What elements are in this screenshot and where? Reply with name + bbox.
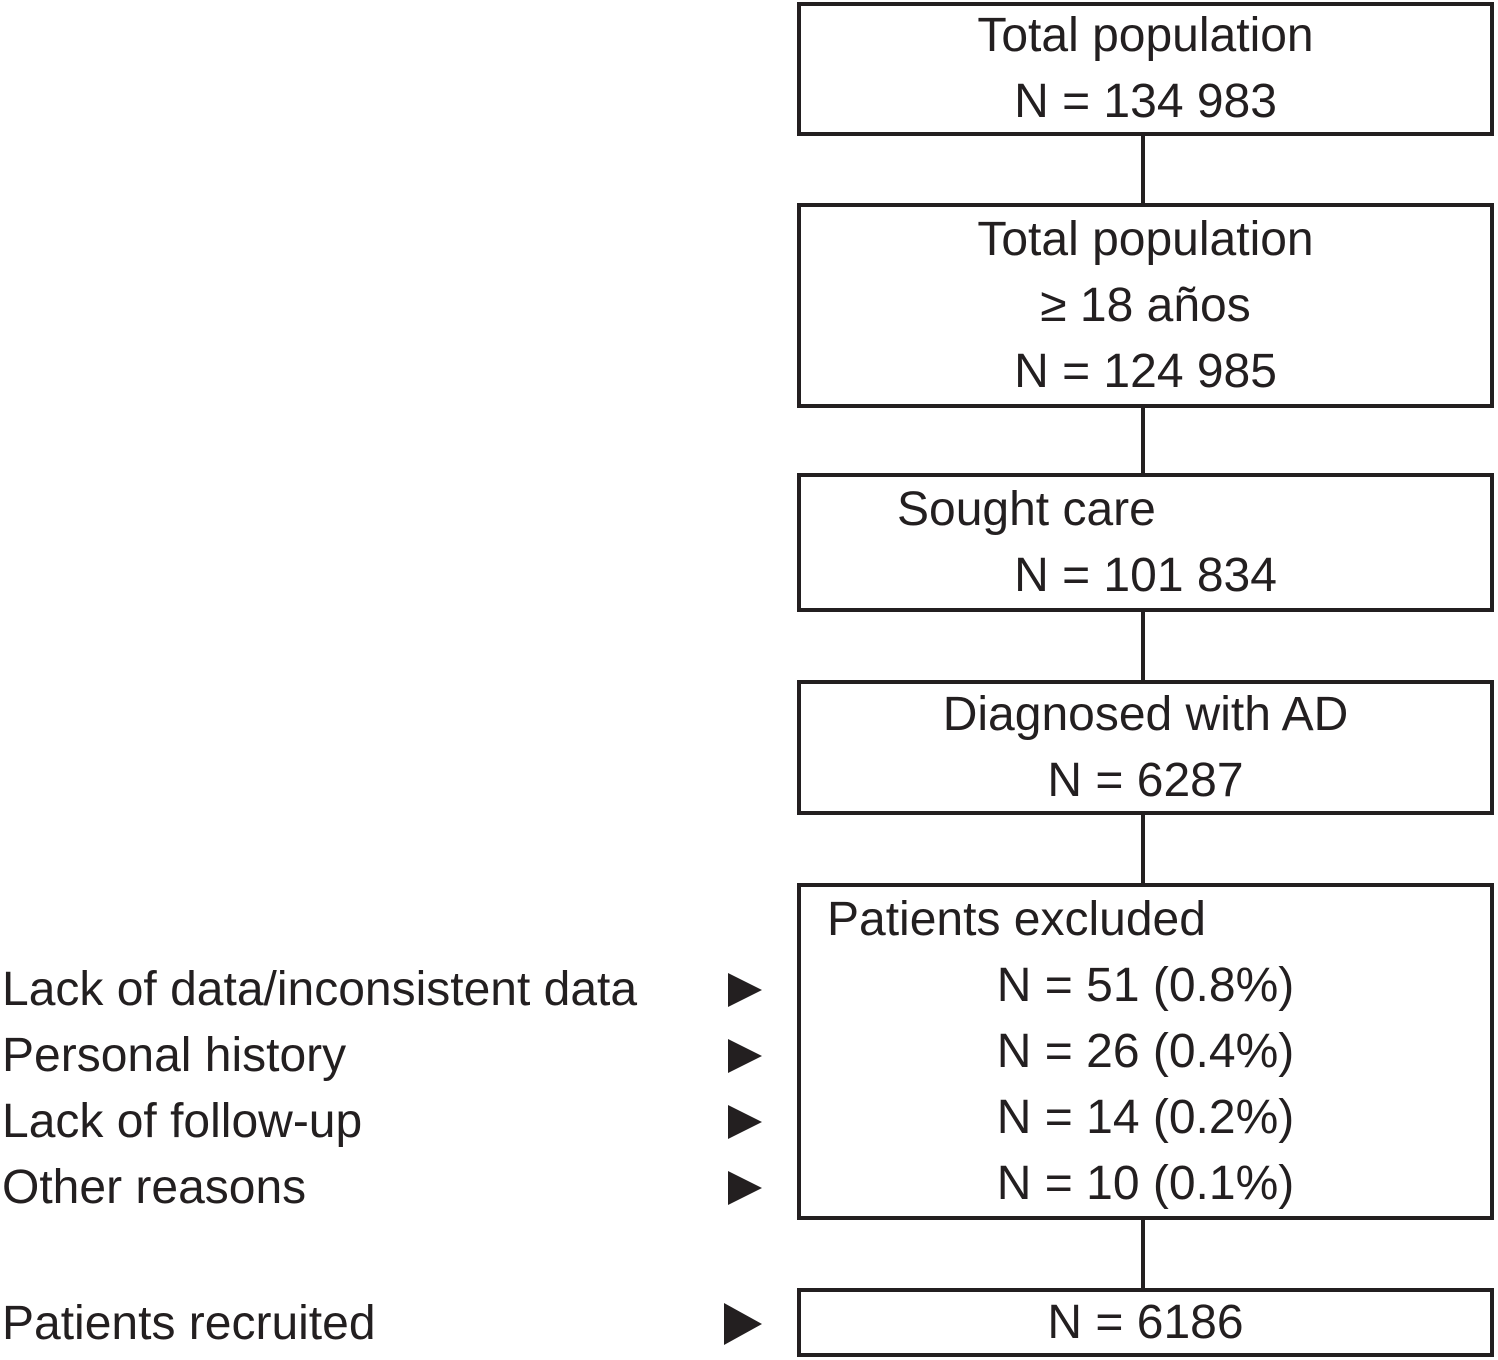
- exclusion-reason-label: Lack of follow-up: [2, 1095, 363, 1148]
- box-n-value: N = 134 983: [1014, 75, 1277, 128]
- exclusion-reason-label: Lack of data/inconsistent data: [2, 963, 638, 1016]
- excluded-n-value: N = 10 (0.1%): [996, 1156, 1295, 1210]
- box-title: Total population: [977, 9, 1314, 62]
- exclusion-reason-label: Other reasons: [2, 1161, 307, 1214]
- box-n-value: N = 101 834: [1014, 548, 1277, 602]
- flow-connector: [1141, 408, 1145, 473]
- box-patients-excluded: Patients excluded N = 51 (0.8%) N = 26 (…: [797, 883, 1494, 1220]
- box-subtitle: ≥ 18 años: [1040, 278, 1251, 332]
- exclusion-reason-row: Lack of data/inconsistent data: [2, 957, 762, 1023]
- excluded-n-value: N = 14 (0.2%): [996, 1090, 1295, 1144]
- box-n-value: N = 124 985: [1014, 344, 1277, 398]
- arrow-right-icon: [728, 1171, 762, 1205]
- box-n-value: N = 6186: [1047, 1295, 1244, 1349]
- box-patients-recruited: N = 6186: [797, 1288, 1494, 1357]
- exclusion-reason-row: Personal history: [2, 1023, 762, 1089]
- arrow-right-icon: [728, 1039, 762, 1073]
- box-title: Patients excluded: [827, 892, 1206, 946]
- box-title: Sought care: [897, 482, 1156, 536]
- exclusion-reason-row: Other reasons: [2, 1155, 762, 1221]
- flow-connector: [1141, 136, 1145, 203]
- box-diagnosed-ad: Diagnosed with AD N = 6287: [797, 680, 1494, 815]
- box-adult-population: Total population ≥ 18 años N = 124 985: [797, 203, 1494, 408]
- excluded-n-value: N = 26 (0.4%): [996, 1024, 1295, 1078]
- flow-connector: [1141, 1220, 1145, 1288]
- box-title: Total population: [977, 212, 1314, 266]
- exclusion-reason-label: Personal history: [2, 1029, 347, 1082]
- arrow-right-icon: [728, 1105, 762, 1139]
- flow-connector: [1141, 612, 1145, 680]
- flow-connector: [1141, 815, 1145, 883]
- recruited-label-row: Patients recruited: [2, 1291, 762, 1357]
- arrow-right-icon: [724, 1303, 762, 1345]
- box-total-population: Total population N = 134 983: [797, 2, 1494, 136]
- exclusion-reason-row: Lack of follow-up: [2, 1089, 762, 1155]
- box-sought-care: Sought care N = 101 834: [797, 473, 1494, 612]
- excluded-n-value: N = 51 (0.8%): [996, 958, 1295, 1012]
- box-title: Diagnosed with AD: [942, 687, 1349, 741]
- recruited-label: Patients recruited: [2, 1297, 376, 1350]
- arrow-right-icon: [728, 973, 762, 1007]
- box-n-value: N = 6287: [1047, 753, 1244, 807]
